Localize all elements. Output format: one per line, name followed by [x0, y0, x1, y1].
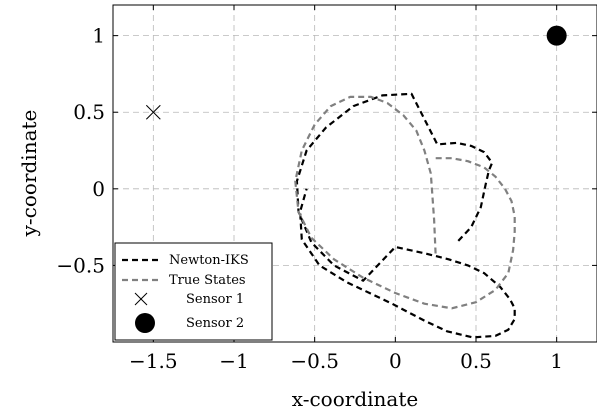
- x-tick-label: −1.5: [129, 349, 178, 373]
- y-tick-label: 0: [92, 177, 105, 201]
- x-tick-label: 0: [389, 349, 402, 373]
- legend-label-true-states: True States: [169, 273, 246, 288]
- x-axis-label: x-coordinate: [292, 387, 418, 411]
- x-tick-label: −1: [219, 349, 248, 373]
- x-tick-label: −0.5: [290, 349, 339, 373]
- legend-marker-sensor-2: [135, 313, 155, 333]
- legend-label-newton-iks: Newton-IKS: [169, 253, 249, 268]
- marker-sensor-2: [546, 25, 567, 46]
- legend-label-sensor-2: Sensor 2: [186, 316, 244, 331]
- marker-sensor-1: [145, 104, 161, 120]
- x-tick-label: 0.5: [460, 349, 492, 373]
- y-tick-label: 0.5: [73, 100, 105, 124]
- series-line-newton-iks: [295, 92, 516, 339]
- y-tick-label: 1: [92, 24, 105, 48]
- legend-marker-sensor-1: [134, 292, 148, 306]
- y-tick-label: −0.5: [56, 253, 105, 277]
- legend: Newton-IKS True States Sensor 1 Sensor 2: [114, 242, 273, 341]
- plot-frame: [112, 4, 597, 343]
- legend-label-sensor-1: Sensor 1: [186, 292, 244, 307]
- y-axis-label: y-coordinate: [17, 110, 41, 238]
- x-tick-label: 1: [550, 349, 563, 373]
- series-line-true-states: [294, 95, 516, 310]
- series-layer: [145, 25, 567, 339]
- axis-ticks: −1.5 −1 −0.5 0 0.5 1 −0.5 0 0.5 1: [56, 5, 597, 373]
